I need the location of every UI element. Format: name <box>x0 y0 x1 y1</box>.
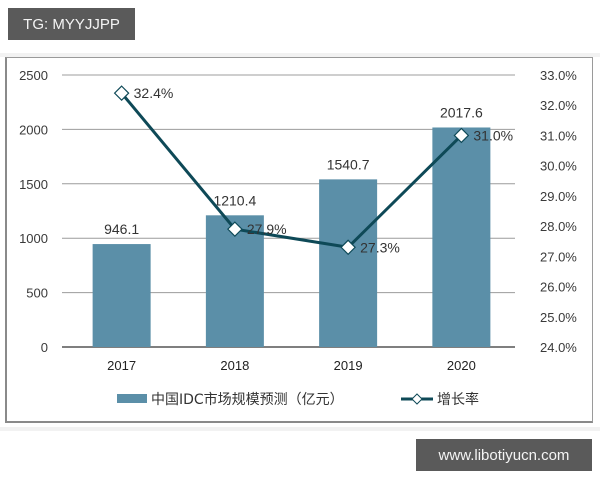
growth-value-label: 27.3% <box>360 239 400 255</box>
right-tick-label: 28.0% <box>540 219 577 234</box>
right-tick-label: 24.0% <box>540 340 577 355</box>
chart-frame <box>5 57 593 423</box>
left-tick-label: 500 <box>26 286 48 301</box>
category-label: 2020 <box>447 358 476 373</box>
left-tick-label: 2500 <box>19 68 48 83</box>
growth-line <box>120 92 463 249</box>
category-label: 2019 <box>334 358 363 373</box>
bar-value-label: 1210.4 <box>213 192 256 208</box>
bar-2019 <box>319 179 378 347</box>
divider-bottom <box>0 427 600 431</box>
right-tick-label: 29.0% <box>540 189 577 204</box>
right-tick-label: 30.0% <box>540 159 577 174</box>
right-tick-label: 25.0% <box>540 310 577 325</box>
right-tick-label: 27.0% <box>540 249 577 264</box>
category-label: 2018 <box>220 358 249 373</box>
bar-value-label: 1540.7 <box>327 156 370 172</box>
bar-2017 <box>92 244 151 347</box>
watermark-top-text: TG: MYYJJPP <box>23 15 120 33</box>
category-label: 2017 <box>107 358 136 373</box>
watermark-top: TG: MYYJJPP <box>8 8 135 40</box>
x-axis: 2017 2018 2019 2020 <box>107 358 476 373</box>
watermark-bottom: www.libotiyucn.com <box>416 439 592 471</box>
right-axis: 24.0% 25.0% 26.0% 27.0% 28.0% 29.0% 30.0% 31.0%… <box>540 68 577 355</box>
legend-bar-label: 中国IDC市场规模预测（亿元） <box>151 391 344 408</box>
right-tick-label: 31.0% <box>540 128 577 143</box>
left-tick-label: 1000 <box>19 231 48 246</box>
diamond-marker-icon <box>113 85 130 101</box>
legend-diamond-icon <box>411 393 423 405</box>
divider-top <box>0 53 600 57</box>
bar-value-label: 2017.6 <box>440 104 483 120</box>
growth-value-label: 27.9% <box>247 221 287 237</box>
bar-2018 <box>205 215 264 347</box>
left-axis: 0 500 1000 1500 2000 2500 <box>19 68 48 355</box>
watermark-bottom-text: www.libotiyucn.com <box>438 446 570 464</box>
diamond-marker-icon <box>340 239 356 256</box>
bar-series: 946.1 1210.4 1540.7 2017.6 <box>92 104 491 347</box>
line-series: 32.4% 27.9% 27.3% 31.0% <box>113 85 513 256</box>
left-tick-label: 1500 <box>19 177 48 192</box>
right-tick-label: 33.0% <box>540 68 577 83</box>
growth-value-label: 31.0% <box>473 127 513 143</box>
diamond-marker-icon <box>453 127 470 144</box>
legend-line-label: 增长率 <box>437 391 479 408</box>
legend-bar-swatch-icon <box>117 394 147 403</box>
right-tick-label: 26.0% <box>540 280 577 295</box>
diamond-marker-icon <box>227 221 243 237</box>
growth-value-label: 32.4% <box>134 85 174 101</box>
left-tick-label: 2000 <box>19 122 48 137</box>
left-tick-label: 0 <box>41 340 48 355</box>
bar-value-label: 946.1 <box>104 221 139 237</box>
legend: 中国IDC市场规模预测（亿元） 增长率 <box>117 391 479 408</box>
right-tick-label: 32.0% <box>540 98 577 113</box>
bar-2020 <box>432 127 491 347</box>
